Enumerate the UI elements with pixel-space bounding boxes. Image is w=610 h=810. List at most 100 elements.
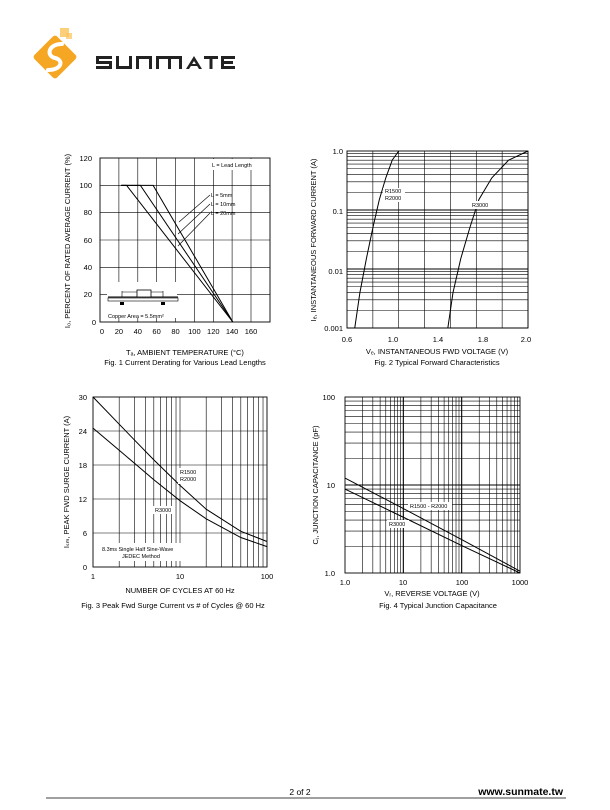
fig3-xtick-10: 10 bbox=[176, 572, 184, 581]
fig4-x-ticks: 1.0 10 100 1000 bbox=[340, 578, 529, 587]
fig2-chart: R1500 R2000 R3000 0.001 0.01 0.1 1.0 0.6… bbox=[309, 147, 531, 367]
fig3-grid bbox=[93, 397, 267, 567]
fig1-label-10mm: L = 10mm bbox=[211, 202, 236, 208]
fig3-note-jedec: JEDEC Method bbox=[122, 554, 160, 560]
fig4-xtick-100: 100 bbox=[456, 578, 469, 587]
fig2-label-r2000: R2000 bbox=[385, 196, 401, 202]
fig4-series-labels: R1500 - R2000 R3000 bbox=[387, 502, 452, 528]
fig3-ytick-24: 24 bbox=[79, 427, 87, 436]
fig1-copper-note: Copper Area = 5.5mm² bbox=[108, 314, 164, 320]
fig1-ytick-120: 120 bbox=[79, 154, 92, 163]
fig1-label-5mm: L = 5mm bbox=[211, 193, 233, 199]
fig2-series bbox=[354, 150, 529, 329]
fig1-series-1 bbox=[121, 184, 234, 323]
fig2-xtick-06: 0.6 bbox=[342, 335, 352, 344]
fig4-label-r1500-r2000: R1500 - R2000 bbox=[410, 504, 447, 510]
fig3-x-label: NUMBER OF CYCLES AT 60 Hz bbox=[125, 586, 235, 595]
fig3-ytick-12: 12 bbox=[79, 495, 87, 504]
fig1-ytick-20: 20 bbox=[84, 290, 92, 299]
fig2-label-r3000: R3000 bbox=[472, 203, 488, 209]
fig2-ytick-1: 1.0 bbox=[333, 147, 343, 156]
fig3-ytick-6: 6 bbox=[83, 529, 87, 538]
fig4-plot-frame bbox=[344, 396, 521, 574]
fig3-label-r3000: R3000 bbox=[155, 508, 171, 514]
fig3-y-ticks: 0 6 12 18 24 30 bbox=[79, 393, 87, 572]
fig3-caption: Fig. 3 Peak Fwd Surge Current vs # of Cy… bbox=[81, 601, 265, 610]
fig2-x-ticks: 0.6 1.0 1.4 1.8 2.0 bbox=[342, 335, 531, 344]
fig1-xtick-120: 120 bbox=[207, 327, 220, 336]
fig3-series bbox=[92, 396, 268, 548]
fig2-plot-frame bbox=[346, 150, 529, 329]
fig4-y-label: Cⱼ, JUNCTION CAPACITANCE (pF) bbox=[311, 425, 320, 544]
fig2-series-labels: R1500 R2000 R3000 bbox=[383, 188, 492, 209]
sunmate-logo bbox=[33, 28, 235, 79]
fig4-grid bbox=[345, 397, 520, 573]
fig1-series-2 bbox=[121, 184, 234, 323]
fig4-xtick-1: 1.0 bbox=[340, 578, 350, 587]
fig3-xtick-100: 100 bbox=[261, 572, 274, 581]
fig1-xtick-80: 80 bbox=[171, 327, 179, 336]
fig4-series-0 bbox=[344, 477, 521, 572]
fig2-xtick-18: 1.8 bbox=[478, 335, 488, 344]
fig1-inset-diagram: Copper Area = 5.5mm² bbox=[107, 282, 179, 320]
fig4-ytick-10: 10 bbox=[327, 481, 335, 490]
fig3-method-note: 8.3ms Single Half Sine-Wave JEDEC Method bbox=[99, 543, 187, 561]
fig2-x-label: Vₑ, INSTANTANEOUS FWD VOLTAGE (V) bbox=[366, 347, 509, 356]
fig3-label-r2000: R2000 bbox=[180, 477, 196, 483]
fig2-series-0 bbox=[354, 150, 400, 329]
fig2-ytick-01: 0.1 bbox=[333, 207, 343, 216]
fig2-xtick-20: 2.0 bbox=[521, 335, 531, 344]
fig3-note-waveform: 8.3ms Single Half Sine-Wave bbox=[102, 547, 173, 553]
fig2-ytick-0001: 0.001 bbox=[324, 324, 343, 333]
fig1-y-label: I₀, PERCENT OF RATED AVERAGE CURRENT (%) bbox=[63, 153, 72, 328]
fig4-x-label: Vᵣ, REVERSE VOLTAGE (V) bbox=[384, 589, 480, 598]
fig3-ytick-0: 0 bbox=[83, 563, 87, 572]
fig1-xtick-20: 20 bbox=[115, 327, 123, 336]
fig1-xtick-140: 140 bbox=[226, 327, 239, 336]
fig1-ytick-100: 100 bbox=[79, 181, 92, 190]
fig4-series-1 bbox=[344, 488, 521, 574]
fig1-xtick-60: 60 bbox=[152, 327, 160, 336]
fig4-caption: Fig. 4 Typical Junction Capacitance bbox=[379, 601, 497, 610]
footer-url[interactable]: www.sunmate.tw bbox=[477, 786, 564, 798]
fig1-ytick-0: 0 bbox=[92, 318, 96, 327]
fig3-series-labels: R1500 R2000 R3000 bbox=[153, 468, 200, 514]
brand-wordmark bbox=[96, 56, 235, 69]
fig4-xtick-1000: 1000 bbox=[512, 578, 529, 587]
fig1-lead-length-note: L = Lead Length bbox=[212, 163, 252, 169]
fig1-xtick-0: 0 bbox=[100, 327, 104, 336]
fig2-xtick-14: 1.4 bbox=[433, 335, 443, 344]
fig1-xtick-40: 40 bbox=[134, 327, 142, 336]
fig1-x-label: Tₐ, AMBIENT TEMPERATURE (°C) bbox=[126, 348, 244, 357]
fig1-y-ticks: 0 20 40 60 80 100 120 bbox=[79, 154, 96, 327]
fig3-chart: R1500 R2000 R3000 8.3ms Single Half Sine… bbox=[62, 393, 273, 610]
fig1-xtick-100: 100 bbox=[188, 327, 201, 336]
fig1-ytick-60: 60 bbox=[84, 236, 92, 245]
fig1-label-20mm: L = 20mm bbox=[211, 211, 236, 217]
fig1-x-ticks: 0 20 40 60 80 100 120 140 160 bbox=[100, 327, 257, 336]
fig2-xtick-10: 1.0 bbox=[388, 335, 398, 344]
fig2-y-label: Iₑ, INSTANTANEOUS FORWARD CURRENT (A) bbox=[309, 158, 318, 321]
fig2-grid bbox=[347, 151, 529, 329]
fig4-series bbox=[344, 477, 521, 574]
fig3-plot-frame bbox=[92, 396, 268, 568]
fig3-ytick-30: 30 bbox=[79, 393, 87, 402]
fig4-xtick-10: 10 bbox=[399, 578, 407, 587]
fig1-chart: Copper Area = 5.5mm² L = Lead Length L =… bbox=[63, 153, 271, 367]
fig1-xtick-160: 160 bbox=[245, 327, 258, 336]
fig3-x-ticks: 1 10 100 bbox=[91, 572, 273, 581]
fig2-label-r1500: R1500 bbox=[385, 189, 401, 195]
fig3-series-1 bbox=[92, 427, 268, 548]
fig4-ytick-1: 1.0 bbox=[325, 569, 335, 578]
fig3-series-0 bbox=[92, 396, 268, 542]
fig1-ytick-40: 40 bbox=[84, 263, 92, 272]
fig3-ytick-18: 18 bbox=[79, 461, 87, 470]
page-number: 2 of 2 bbox=[289, 787, 311, 797]
fig1-legend-box: L = Lead Length L = 5mm L = 10mm L = 20m… bbox=[177, 159, 269, 247]
fig1-series bbox=[121, 184, 234, 323]
fig4-label-r3000: R3000 bbox=[389, 522, 405, 528]
fig3-label-r1500: R1500 bbox=[180, 470, 196, 476]
fig1-plot-frame bbox=[99, 157, 271, 323]
fig3-xtick-1: 1 bbox=[91, 572, 95, 581]
